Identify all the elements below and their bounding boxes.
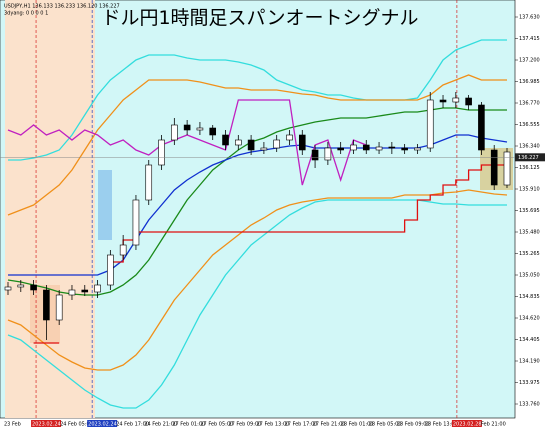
chart-title: ドル円1時間足スパンオートシグナル bbox=[101, 7, 418, 29]
candle-body bbox=[183, 124, 191, 131]
x-label-highlight bbox=[451, 420, 482, 427]
candle-body bbox=[324, 147, 332, 161]
candle-body bbox=[286, 134, 293, 141]
candle-body bbox=[273, 139, 280, 149]
candle-body bbox=[196, 127, 204, 131]
candle-body bbox=[4, 286, 12, 291]
y-tick-label: 134.835 bbox=[519, 294, 540, 300]
candle-body bbox=[375, 146, 383, 151]
candle-body bbox=[68, 289, 76, 296]
x-tick-label: 23 Feb bbox=[4, 422, 21, 428]
indicator-line bbox=[7, 199, 507, 409]
y-tick-label: 134.620 bbox=[519, 316, 540, 322]
y-tick-label: 137.415 bbox=[519, 36, 540, 42]
candle-body bbox=[478, 104, 485, 151]
x-tick-label: 2023.02.28 18:00 bbox=[453, 422, 498, 428]
indicator-line bbox=[8, 134, 508, 276]
candle-body bbox=[43, 289, 50, 321]
candle-body bbox=[119, 244, 127, 256]
y-tick-label: 134.190 bbox=[519, 359, 540, 365]
candle-body bbox=[465, 97, 472, 106]
y-tick-label: 133.975 bbox=[519, 380, 540, 386]
price-box bbox=[515, 153, 545, 162]
candle-body bbox=[94, 284, 101, 293]
indicator-line bbox=[7, 74, 507, 216]
candle-body bbox=[30, 284, 37, 291]
candle-body bbox=[260, 147, 268, 151]
candle-body bbox=[235, 139, 242, 146]
y-tick-label: 134.405 bbox=[519, 337, 540, 343]
candle-body bbox=[439, 99, 447, 103]
x-tick-label: 27 Feb 13:00 bbox=[257, 422, 290, 428]
x-tick-label: 27 Feb 05:00 bbox=[200, 422, 233, 428]
y-tick-label: 135.480 bbox=[519, 230, 540, 236]
candle-body bbox=[426, 99, 434, 149]
candle-body bbox=[311, 149, 319, 161]
candle-body bbox=[350, 144, 357, 151]
candle-body bbox=[362, 144, 370, 151]
candle-body bbox=[132, 199, 140, 246]
y-tick-label: 136.340 bbox=[519, 144, 540, 150]
y-tick-label: 135.910 bbox=[519, 187, 540, 193]
indicator-line bbox=[110, 164, 507, 263]
session-shade bbox=[5, 0, 95, 418]
x-tick-label: Feb 21:00 bbox=[481, 422, 506, 428]
candle-body bbox=[414, 147, 421, 151]
x-tick-label: 28 Feb 01:00 bbox=[341, 422, 374, 428]
x-tick-label: 2023.02.24 13:00 bbox=[88, 422, 133, 428]
y-tick-label: 136.555 bbox=[519, 122, 540, 128]
x-tick-label: 28 Feb 13:00 bbox=[425, 422, 458, 428]
candle-body bbox=[17, 284, 25, 288]
candle-body bbox=[452, 97, 460, 103]
x-tick-label: 28 Feb 05:00 bbox=[369, 422, 402, 428]
candle-body bbox=[158, 139, 165, 166]
candle-body bbox=[337, 147, 344, 151]
candle-body bbox=[171, 124, 178, 141]
plot bbox=[4, 0, 511, 418]
x-tick-label: 27 Feb 01:00 bbox=[172, 422, 205, 428]
x-label-highlight bbox=[31, 420, 62, 427]
candle-body bbox=[81, 289, 89, 293]
indicator-line bbox=[7, 107, 507, 296]
header-line: 3dyang: 0 0 0 0 1 bbox=[4, 11, 48, 17]
y-tick-label: 135.265 bbox=[519, 251, 540, 257]
y-tick-label: 136.125 bbox=[519, 165, 540, 171]
candle-body bbox=[222, 134, 229, 146]
indicator-line bbox=[7, 189, 508, 371]
candle-body bbox=[247, 139, 255, 151]
y-tick-label: 137.630 bbox=[519, 15, 540, 21]
y-tick-label: 133.760 bbox=[519, 402, 540, 408]
header-line: USDJPY,H1 136.133 136.233 136.120 136.22… bbox=[4, 4, 120, 10]
candle-body bbox=[401, 147, 408, 151]
y-tick-label: 137.200 bbox=[519, 58, 540, 64]
range-box bbox=[98, 170, 112, 240]
x-tick-label: 27 Feb 17:00 bbox=[285, 422, 318, 428]
x-tick-label: 2023.02.24 01:00 bbox=[32, 422, 77, 428]
candle-body bbox=[209, 127, 217, 136]
x-tick-label: 24 Feb 21:00 bbox=[144, 422, 177, 428]
y-tick-label: 136.985 bbox=[519, 79, 540, 85]
candle-body bbox=[388, 146, 396, 149]
x-tick-label: 24 Feb 17:00 bbox=[116, 422, 149, 428]
candle-body bbox=[490, 149, 498, 186]
x-tick-label: 24 Feb 05:00 bbox=[60, 422, 93, 428]
x-label-highlight bbox=[87, 420, 118, 427]
x-tick-label: 27 Feb 09:00 bbox=[228, 422, 261, 428]
y-tick-label: 135.695 bbox=[519, 208, 540, 214]
indicator-line bbox=[8, 39, 507, 161]
y-tick-label: 135.050 bbox=[519, 273, 540, 279]
y-tick-label: 136.770 bbox=[519, 101, 540, 107]
candle-body bbox=[503, 151, 511, 186]
candle-body bbox=[107, 254, 114, 286]
candle-body bbox=[55, 294, 63, 321]
x-tick-label: 27 Feb 21:00 bbox=[313, 422, 346, 428]
candle-body bbox=[145, 164, 153, 201]
candle-body bbox=[298, 134, 306, 151]
current-price-label: 136.227 bbox=[518, 155, 539, 161]
x-tick-label: 28 Feb 09:00 bbox=[397, 422, 430, 428]
